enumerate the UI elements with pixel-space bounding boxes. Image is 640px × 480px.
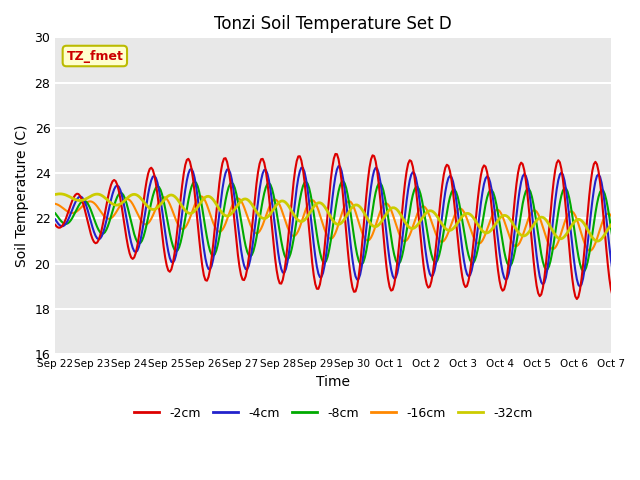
Legend: -2cm, -4cm, -8cm, -16cm, -32cm: -2cm, -4cm, -8cm, -16cm, -32cm (129, 402, 538, 424)
X-axis label: Time: Time (316, 374, 350, 388)
Text: TZ_fmet: TZ_fmet (67, 49, 124, 62)
Y-axis label: Soil Temperature (C): Soil Temperature (C) (15, 124, 29, 267)
Title: Tonzi Soil Temperature Set D: Tonzi Soil Temperature Set D (214, 15, 452, 33)
